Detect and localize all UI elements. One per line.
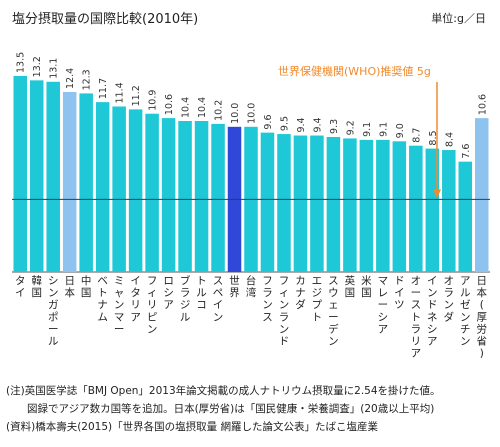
value-label-16: 9.6 bbox=[263, 115, 274, 130]
category-label-3: シンガポール bbox=[48, 275, 59, 348]
category-label-15: 台湾 bbox=[246, 274, 257, 299]
bar-20 bbox=[326, 136, 341, 272]
value-label-2: 13.2 bbox=[32, 56, 43, 77]
category-label-19: エジプト bbox=[312, 275, 323, 323]
category-label-26: インドネシア bbox=[427, 275, 438, 348]
salt-intake-bar-chart: 13.5 タイ 13.2 韓国 13.1 シンガポール 12.4 日本 12.3 中国 11.7 ベト… bbox=[12, 52, 490, 360]
category-label-7: ミャンマー bbox=[114, 275, 125, 335]
note-line-2: 図録でアジア数カ国等を追加。日本(厚労省)は「国民健康・栄養調査」(20歳以上平… bbox=[6, 403, 435, 415]
value-label-13: 10.2 bbox=[214, 100, 225, 121]
bar-11 bbox=[178, 121, 192, 272]
value-label-23: 9.1 bbox=[378, 122, 389, 137]
bar-16 bbox=[260, 132, 275, 272]
bar-7 bbox=[112, 106, 126, 272]
value-label-21: 9.2 bbox=[345, 120, 356, 135]
category-label-8: イタリア bbox=[130, 275, 141, 323]
value-label-18: 9.4 bbox=[296, 117, 307, 132]
unit-label: 単位:g／日 bbox=[431, 12, 486, 25]
value-label-27: 8.4 bbox=[444, 132, 455, 147]
value-label-4: 12.4 bbox=[65, 68, 76, 89]
category-label-27: オランダ bbox=[444, 275, 455, 323]
bar-23 bbox=[376, 139, 390, 272]
category-label-29: 日本(厚労省) bbox=[477, 275, 488, 360]
category-label-6: ベトナム bbox=[97, 275, 108, 323]
bar-1 bbox=[13, 76, 27, 272]
bar-27 bbox=[442, 150, 456, 272]
source-line: (資料)橋本壽夫(2015)「世界各国の塩摂取量 網羅した論文公表」たばこ塩産業 bbox=[6, 421, 378, 433]
chart-title: 塩分摂取量の国際比較(2010年) bbox=[12, 12, 199, 27]
category-label-5: 中国 bbox=[81, 274, 92, 299]
value-label-19: 9.4 bbox=[312, 117, 323, 132]
value-label-17: 9.5 bbox=[279, 116, 290, 131]
value-label-26: 8.5 bbox=[428, 130, 439, 145]
value-label-20: 9.3 bbox=[329, 119, 340, 134]
note-line-1: (注)英国医学誌「BMJ Open」2013年論文掲載の成人ナトリウム摂取量に2… bbox=[6, 385, 441, 397]
category-label-2: 韓国 bbox=[31, 275, 42, 299]
bar-13 bbox=[211, 123, 225, 273]
category-label-21: 英国 bbox=[345, 274, 356, 299]
value-label-3: 13.1 bbox=[49, 58, 60, 79]
value-label-14: 10.0 bbox=[230, 103, 241, 124]
value-label-1: 13.5 bbox=[16, 52, 27, 73]
category-label-14: 世界 bbox=[229, 275, 240, 299]
who-annotation-label: 世界保健機関(WHO)推奨値 5g bbox=[278, 64, 431, 78]
value-label-15: 10.0 bbox=[247, 103, 258, 124]
bar-17 bbox=[277, 134, 291, 272]
category-label-20: スウェーデン bbox=[328, 275, 339, 348]
bar-9 bbox=[145, 113, 159, 273]
bar-12 bbox=[194, 121, 209, 272]
who-arrow-head bbox=[433, 189, 441, 199]
category-label-25: オーストラリア bbox=[411, 275, 422, 360]
category-label-10: ロシア bbox=[163, 275, 174, 311]
category-label-9: フィリピン bbox=[147, 275, 158, 335]
value-label-28: 7.6 bbox=[461, 144, 472, 159]
value-label-22: 9.1 bbox=[362, 122, 373, 137]
bar-3 bbox=[46, 81, 60, 273]
category-label-4: 日本 bbox=[64, 275, 75, 299]
category-label-24: ドイツ bbox=[394, 275, 405, 311]
bar-5 bbox=[79, 93, 93, 272]
category-label-13: スペイン bbox=[213, 275, 224, 323]
value-label-12: 10.4 bbox=[197, 97, 208, 118]
bar-22 bbox=[359, 139, 374, 272]
category-label-28: アルゼンチン bbox=[460, 275, 471, 348]
value-label-5: 12.3 bbox=[82, 69, 93, 90]
category-label-12: トルコ bbox=[196, 275, 207, 311]
bar-28 bbox=[458, 161, 473, 272]
bar-10 bbox=[161, 118, 176, 273]
bar-24 bbox=[392, 141, 407, 272]
value-label-24: 9.0 bbox=[395, 123, 406, 138]
bar-26 bbox=[425, 148, 440, 272]
bar-29 bbox=[475, 118, 489, 273]
bar-8 bbox=[128, 109, 143, 272]
category-label-11: ブラジル bbox=[180, 274, 191, 323]
value-label-29: 10.6 bbox=[477, 94, 488, 115]
category-label-22: 米国 bbox=[361, 274, 372, 299]
bar-21 bbox=[343, 138, 357, 272]
category-label-1: タイ bbox=[15, 275, 26, 299]
bar-19 bbox=[310, 135, 324, 272]
value-label-8: 11.2 bbox=[131, 85, 142, 106]
value-label-7: 11.4 bbox=[115, 82, 126, 103]
bar-25 bbox=[409, 145, 423, 272]
category-label-18: カナダ bbox=[295, 275, 306, 311]
category-label-23: マレーシア bbox=[378, 275, 389, 335]
bar-18 bbox=[293, 135, 308, 272]
bar-4 bbox=[62, 91, 77, 272]
value-label-25: 8.7 bbox=[411, 128, 422, 143]
category-label-16: フランス bbox=[262, 275, 273, 323]
category-label-17: フィンランド bbox=[279, 275, 290, 348]
notes: (注)英国医学誌「BMJ Open」2013年論文掲載の成人ナトリウム摂取量に2… bbox=[6, 382, 441, 436]
value-label-10: 10.6 bbox=[164, 94, 175, 115]
value-label-9: 10.9 bbox=[148, 90, 159, 111]
bar-6 bbox=[95, 102, 110, 272]
value-label-11: 10.4 bbox=[181, 97, 192, 118]
value-label-6: 11.7 bbox=[98, 78, 109, 99]
bar-2 bbox=[29, 80, 44, 272]
